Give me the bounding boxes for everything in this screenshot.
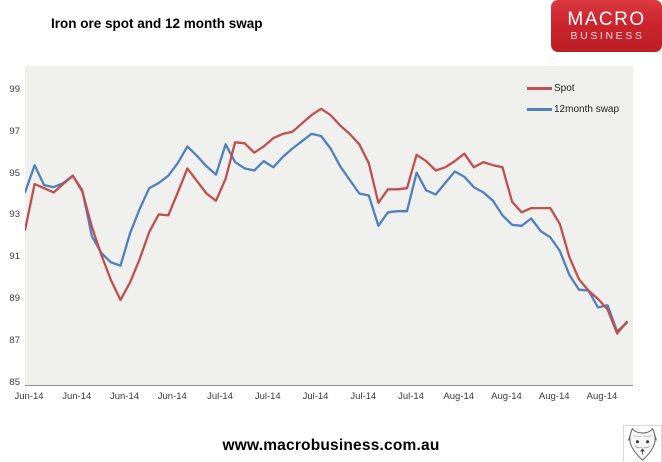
x-axis-tick-label: Jun-14 bbox=[157, 391, 187, 402]
wolf-logo-icon bbox=[623, 425, 662, 462]
macrobusiness-logo: MACRO BUSINESS bbox=[551, 0, 662, 52]
x-axis-tick-label: Jul-14 bbox=[254, 391, 281, 402]
chart-legend: Spot 12month swap bbox=[527, 78, 619, 120]
logo-text-macro: MACRO bbox=[567, 8, 646, 30]
x-axis-tick-label: Aug-14 bbox=[538, 391, 570, 402]
x-axis-tick-label: Jul-14 bbox=[302, 391, 329, 402]
chart-canvas bbox=[25, 107, 628, 335]
y-axis-tick-label: 95 bbox=[9, 167, 20, 179]
y-axis-tick-label: 93 bbox=[9, 209, 20, 221]
x-axis-tick-label: Jul-14 bbox=[350, 391, 377, 402]
x-axis-tick-label: Aug-14 bbox=[586, 391, 618, 402]
y-axis-tick-label: 89 bbox=[9, 293, 20, 304]
y-axis-tick-label: 97 bbox=[9, 125, 20, 137]
legend-label-swap: 12month swap bbox=[554, 104, 620, 115]
logo-text-business: BUSINESS bbox=[570, 29, 645, 42]
x-axis-tick-label: Aug-14 bbox=[491, 391, 522, 402]
series-line-spot bbox=[25, 107, 628, 335]
plot-area bbox=[25, 66, 633, 386]
chart-title: Iron ore spot and 12 month swap bbox=[51, 16, 263, 31]
x-axis-tick-label: Jun-14 bbox=[109, 391, 140, 402]
y-axis-tick-label: 99 bbox=[9, 84, 20, 95]
x-axis-tick-label: Jul-14 bbox=[207, 391, 233, 402]
website-url-text: www.macrobusiness.com.au bbox=[222, 437, 440, 454]
x-axis-tick-label: Aug-14 bbox=[443, 391, 475, 402]
swap-line-swatch-icon bbox=[527, 108, 552, 111]
y-axis-tick-label: 85 bbox=[9, 376, 20, 388]
x-axis-tick-label: Jul-14 bbox=[398, 391, 424, 402]
legend-item-swap: 12month swap bbox=[527, 99, 619, 120]
x-axis-tick-label: Jun-14 bbox=[14, 391, 44, 402]
y-axis-tick-label: 87 bbox=[9, 334, 20, 346]
series-line-12month-swap bbox=[25, 132, 628, 333]
spot-line-swatch-icon bbox=[527, 87, 552, 90]
x-axis-tick-label: Jun-14 bbox=[62, 391, 92, 402]
legend-item-spot: Spot bbox=[527, 78, 619, 99]
y-axis-tick-label: 91 bbox=[9, 251, 20, 263]
legend-label-spot: Spot bbox=[554, 83, 575, 94]
